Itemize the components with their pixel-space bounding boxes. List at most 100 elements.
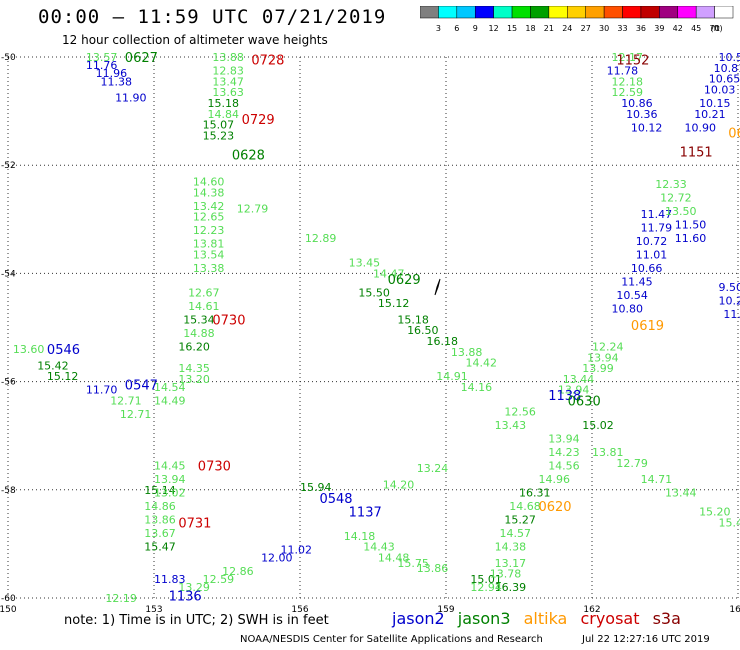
- time-label: 0627: [125, 51, 158, 66]
- credit-text: NOAA/NESDIS Center for Satellite Applica…: [240, 634, 543, 645]
- colorbar-label: 33: [617, 24, 627, 33]
- colorbar-swatch: [622, 6, 642, 19]
- time-label: 1138: [548, 389, 581, 404]
- time-label: 0629: [388, 273, 421, 288]
- swh-label: 12.89: [305, 232, 337, 245]
- swh-label: 13.29: [178, 581, 210, 594]
- swh-label: 13.43: [495, 419, 526, 432]
- swh-label: 11.47: [641, 208, 673, 221]
- swh-label: 14.38: [495, 541, 526, 554]
- x-tick-label: 159: [437, 605, 454, 615]
- swh-label: 16.18: [427, 335, 459, 348]
- swh-label: 12.33: [655, 178, 687, 191]
- swh-label: 10.65: [709, 73, 740, 86]
- satellite-legend: jason2 jason3 altika cryosat s3a: [392, 609, 689, 628]
- swh-label: 14.49: [154, 395, 186, 408]
- swh-label: 16.39: [495, 581, 526, 594]
- swh-label: 13.86: [144, 514, 176, 527]
- swh-label: 15.42: [37, 359, 68, 372]
- colorbar-swatch: [677, 6, 697, 19]
- x-tick-label: 153: [145, 605, 162, 615]
- swh-label: 13.86: [417, 562, 449, 575]
- swh-label: 15.47: [144, 541, 176, 554]
- swh-label: 14.35: [178, 362, 210, 375]
- swh-label: 13.63: [212, 86, 244, 99]
- time-label: 0730: [212, 313, 245, 328]
- time-label: 1136: [169, 589, 202, 604]
- swh-label: 13.94: [154, 473, 186, 486]
- legend-altika: altika: [523, 609, 568, 628]
- colorbar-swatch: [420, 6, 439, 19]
- time-label: 0730: [198, 459, 231, 474]
- swh-label: 13.38: [193, 262, 225, 275]
- page-subtitle: 12 hour collection of altimeter wave hei…: [62, 33, 328, 47]
- time-label: 061: [728, 127, 740, 142]
- swh-label: 11.79: [641, 221, 673, 234]
- swh-label: 11.38: [100, 75, 132, 88]
- x-tick-label: 150: [0, 605, 17, 615]
- swh-label: 10.90: [684, 121, 716, 134]
- swh-label: 13.50: [665, 205, 697, 218]
- swh-label: 15.50: [358, 286, 390, 299]
- time-label: 0547: [125, 378, 158, 393]
- y-tick-label: -52: [1, 161, 16, 171]
- swh-label: 14.60: [193, 175, 225, 188]
- axis-tick-labels: 150 153 156 159 162 165 -50 -52 -54 -56 -58 -60: [0, 53, 740, 615]
- swh-label: 14.20: [383, 478, 415, 491]
- swh-label: 15.20: [699, 505, 731, 518]
- y-tick-label: -54: [1, 269, 16, 279]
- swh-label: 15.01: [470, 573, 502, 586]
- swh-label: 14.84: [208, 108, 240, 121]
- swh-label: 13.44: [665, 487, 697, 500]
- swh-label: 16.20: [178, 340, 210, 353]
- swh-label: 11.01: [636, 248, 668, 261]
- swh-label: 15.12: [378, 297, 410, 310]
- swh-label: 15.12: [47, 370, 79, 383]
- swh-label: 10.15: [699, 97, 731, 110]
- swh-label: 15.14: [144, 484, 176, 497]
- swh-label: 13.47: [212, 75, 244, 88]
- footer-note: note: 1) Time is in UTC; 2) SWH is in fe…: [64, 613, 329, 628]
- swh-label: 10.03: [704, 83, 736, 96]
- swh-label: 10.86: [621, 97, 653, 110]
- swh-label: 12.94: [470, 581, 502, 594]
- swh-label: 14.18: [344, 530, 376, 543]
- colorbar-swatch: [511, 6, 531, 19]
- swh-label: 11.96: [96, 67, 128, 80]
- swh-label: 13.20: [178, 373, 210, 386]
- colorbar-label: 15: [507, 24, 517, 33]
- swh-label: 11.45: [621, 276, 653, 289]
- y-tick-label: -58: [1, 486, 16, 496]
- swh-label: 13.88: [451, 346, 483, 359]
- hurricane-marker: [434, 278, 441, 296]
- colorbar-swatch: [456, 6, 476, 19]
- x-tick-label: 162: [583, 605, 600, 615]
- generation-timestamp: Jul 22 12:27:16 UTC 2019: [582, 634, 710, 645]
- swh-label: 12.18: [611, 75, 643, 88]
- colorbar-swatch: [603, 6, 623, 19]
- swh-label: 11.57: [723, 308, 740, 321]
- swh-label: 16.50: [407, 324, 439, 337]
- colorbar-label: (ft): [711, 24, 723, 33]
- swh-label: 10.36: [626, 108, 658, 121]
- swh-label: 13.94: [558, 384, 590, 397]
- colorbar-label: 9: [473, 24, 478, 33]
- swh-label: 15.34: [183, 313, 215, 326]
- time-label: 0729: [242, 113, 275, 128]
- time-label: 1137: [349, 505, 382, 520]
- swh-label: 11.02: [281, 543, 313, 556]
- x-tick-label: 165: [729, 605, 740, 615]
- x-tick-label: 156: [291, 605, 308, 615]
- swh-label: 11.70: [86, 384, 118, 397]
- swh-label: 13.42: [193, 200, 225, 213]
- page-title: 00:00 – 11:59 UTC 07/21/2019: [38, 6, 387, 28]
- swh-label: 12.71: [120, 408, 152, 421]
- swh-label: 14.38: [193, 186, 225, 199]
- swh-label: 16.31: [519, 487, 551, 500]
- swh-label: 14.42: [465, 357, 497, 370]
- swh-label: 14.54: [154, 381, 186, 394]
- swh-label: 11.83: [154, 573, 186, 586]
- swh-label: 12.56: [504, 405, 536, 418]
- colorbar-label: 21: [544, 24, 554, 33]
